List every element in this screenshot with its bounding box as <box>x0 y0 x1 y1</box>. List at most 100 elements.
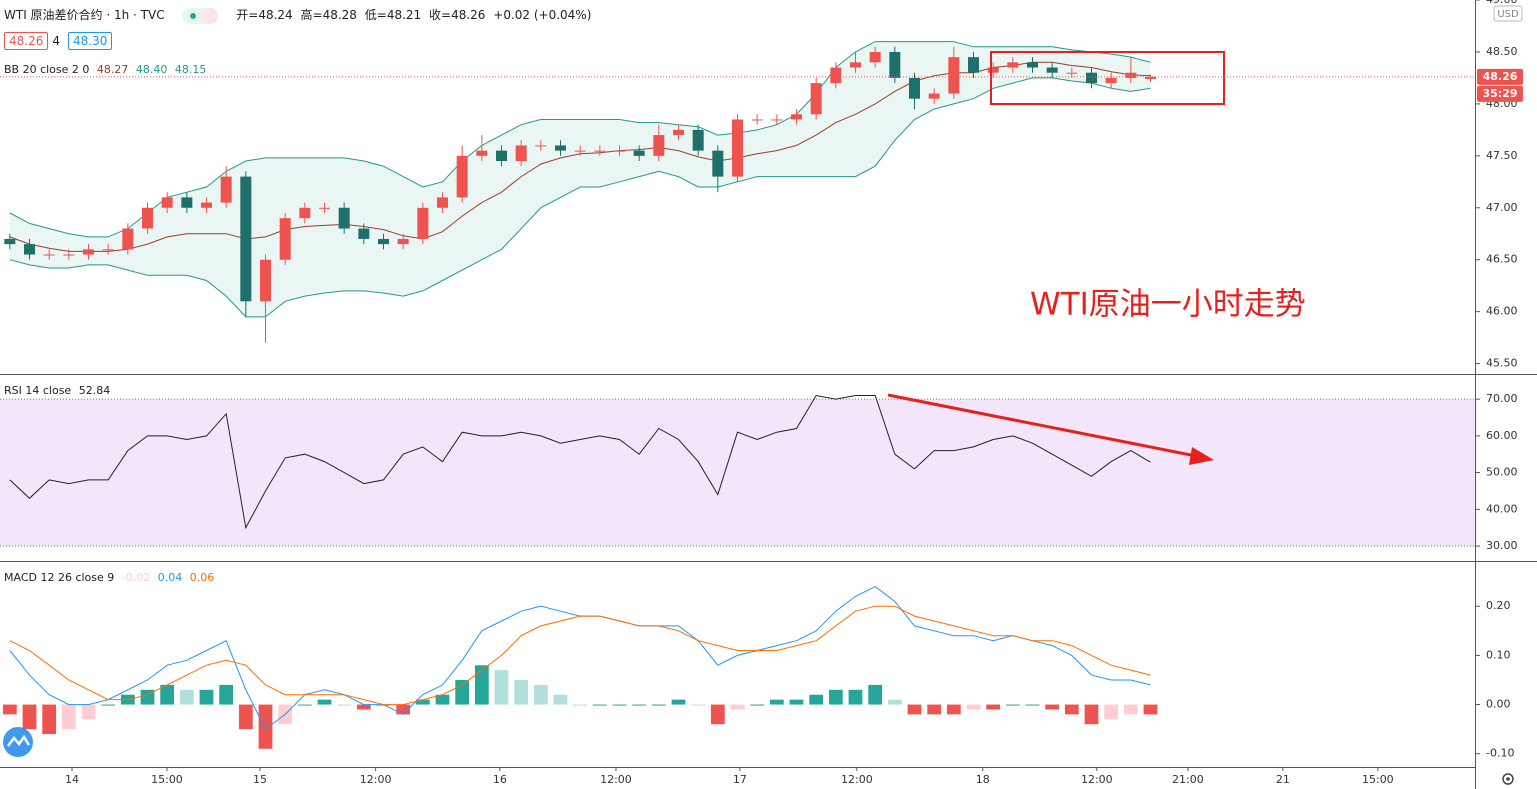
candle-body <box>456 155 468 198</box>
candle-body <box>4 238 16 245</box>
legend-value: 52.84 <box>78 384 111 397</box>
x-tick-label: 15:00 <box>1362 773 1394 786</box>
candle-body <box>377 238 390 245</box>
y-tick-label: 0.00 <box>1486 698 1511 711</box>
histogram-bar <box>750 704 765 706</box>
histogram-bar <box>710 704 725 725</box>
candle-body <box>1026 62 1039 68</box>
candle-body <box>338 207 350 229</box>
histogram-bar <box>946 704 961 715</box>
candle-body <box>43 254 55 256</box>
x-tick-label: 15 <box>253 773 267 786</box>
legend-value: 0.04 <box>157 571 183 584</box>
candle-body <box>397 238 409 245</box>
y-tick-label: 60.00 <box>1486 429 1518 442</box>
candle-body <box>358 228 370 239</box>
legend-title: BB 20 close 2 0 <box>4 63 90 76</box>
candle-body <box>1105 77 1117 84</box>
histogram-bar <box>219 684 234 705</box>
candle-body <box>712 150 724 177</box>
candle-body <box>731 119 744 177</box>
candle-body <box>790 114 803 120</box>
rsi-panel <box>0 394 1475 547</box>
histogram-bar <box>1104 704 1119 720</box>
macd-line <box>9 605 1151 706</box>
currency-box <box>1493 5 1523 22</box>
histogram-bar <box>160 684 175 705</box>
candle-body <box>751 119 763 121</box>
bb-legend: BB 20 close 2 0 48.27 48.40 48.15 <box>4 63 210 76</box>
histogram-bar <box>101 704 116 706</box>
ask[interactable]: 48.30 <box>68 32 113 50</box>
histogram-bar <box>671 699 686 705</box>
candle-body <box>889 51 901 78</box>
candle-body <box>82 249 95 255</box>
histogram-bar <box>258 704 273 749</box>
candle-body <box>200 202 213 208</box>
settings-icon[interactable] <box>1502 773 1514 785</box>
bid[interactable]: 48.26 <box>4 32 49 50</box>
candle-body <box>220 176 232 203</box>
y-tick-label: 0.10 <box>1486 648 1511 661</box>
histogram-bar <box>1045 704 1060 710</box>
histogram-bar <box>966 704 981 710</box>
histogram-bar <box>986 704 1001 710</box>
histogram-bar <box>179 689 194 705</box>
candle-body <box>1046 67 1058 73</box>
histogram-bar <box>494 670 509 705</box>
rsi-band <box>0 399 1475 547</box>
histogram-bar <box>81 704 96 720</box>
spread: 4 <box>52 34 60 48</box>
candle-body <box>122 228 134 250</box>
arrow-head <box>1189 447 1214 465</box>
x-tick-label: 21 <box>1276 773 1290 786</box>
quote-row: 48.26 4 48.30 <box>4 32 116 50</box>
symbol-header: WTI 原油差价合约 · 1h · TVC 开=48.24 高=48.28 低=… <box>4 6 595 24</box>
candle-body <box>1007 62 1019 68</box>
price-tag-label: 48.26 <box>1483 70 1518 83</box>
histogram-bar <box>1084 704 1099 725</box>
x-tick-label: 15:00 <box>151 773 183 786</box>
band-line <box>9 77 1151 318</box>
ohlc-label: 收= <box>429 8 452 22</box>
histogram-bar <box>1025 704 1040 706</box>
y-tick-label: 0.20 <box>1486 599 1511 612</box>
currency-label: USD <box>1497 9 1519 20</box>
y-tick-label: -0.10 <box>1486 747 1514 760</box>
y-tick-label: 47.50 <box>1486 149 1518 162</box>
histogram-bar <box>514 679 529 705</box>
histogram-bar <box>592 704 607 706</box>
histogram-bar <box>632 704 647 706</box>
candle-body <box>318 207 331 209</box>
histogram-bar <box>297 704 312 706</box>
countdown-tag <box>1477 85 1523 102</box>
histogram-bar <box>907 704 922 715</box>
candle-body <box>928 93 940 99</box>
histogram-bar <box>1005 704 1020 706</box>
candle-body <box>417 207 429 239</box>
legend-title: MACD 12 26 close 9 <box>4 571 115 584</box>
candle-body <box>102 249 114 251</box>
candle-body <box>141 207 154 229</box>
candle-body <box>181 197 193 208</box>
candle-body <box>908 77 921 99</box>
trend-arrow <box>887 393 1197 458</box>
candle-body <box>476 150 488 156</box>
y-tick-label: 49.00 <box>1486 0 1518 6</box>
candle-body <box>63 254 75 256</box>
y-tick-label: 30.00 <box>1486 539 1518 552</box>
x-tick-label: 14 <box>65 773 79 786</box>
histogram-bar <box>691 704 706 706</box>
candle-body <box>240 176 252 302</box>
status-toggle[interactable] <box>182 7 219 24</box>
price-tag <box>1477 68 1523 85</box>
candle-body <box>1085 72 1098 84</box>
candle-body <box>23 244 36 255</box>
candle-body <box>515 145 527 162</box>
candle-body <box>554 145 567 151</box>
candle-body <box>1125 72 1137 78</box>
x-tick-label: 12:00 <box>600 773 632 786</box>
histogram-bar <box>61 704 76 730</box>
candle-body <box>692 129 704 151</box>
